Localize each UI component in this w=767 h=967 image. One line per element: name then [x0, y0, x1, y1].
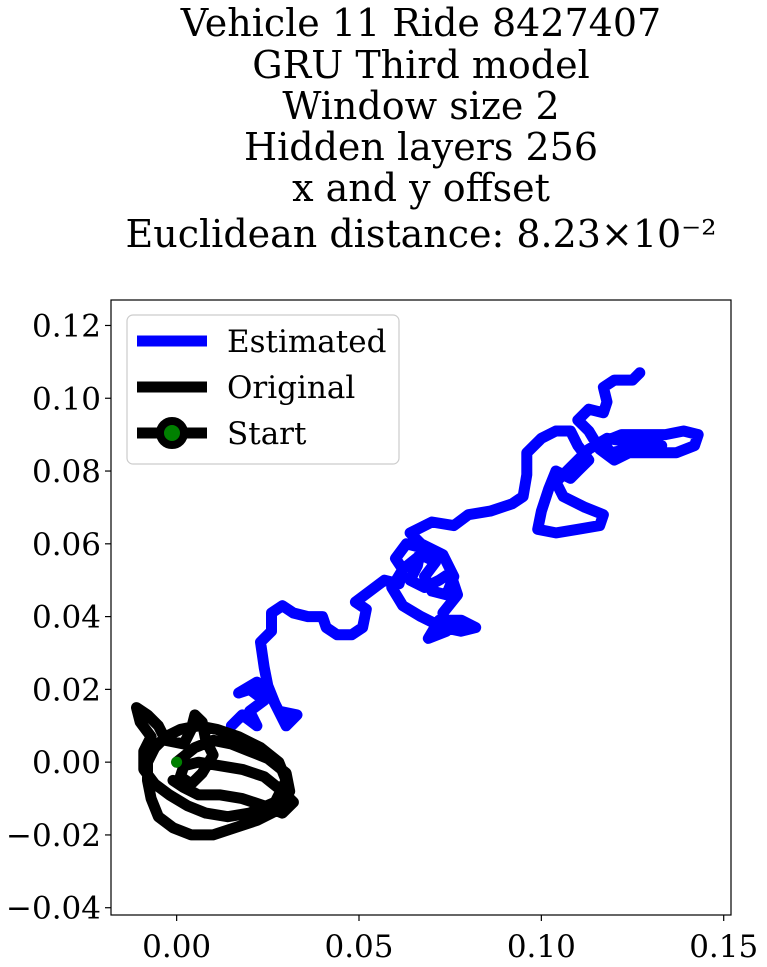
- x-tick-label: 0.10: [507, 929, 576, 962]
- y-tick-label: 0.12: [32, 308, 101, 344]
- title-line-4: Hidden layers 256: [244, 125, 598, 169]
- title-line-3: Window size 2: [282, 84, 559, 128]
- y-tick-label: 0.00: [32, 745, 101, 781]
- title-line-1: Vehicle 11 Ride 8427407: [180, 1, 661, 45]
- y-tick-label: −0.04: [6, 891, 101, 927]
- title-line-5: x and y offset: [292, 166, 550, 210]
- y-axis: −0.04 −0.02 0.00 0.02 0.04 0.06 0.08 0.10 0.12: [6, 308, 111, 927]
- y-tick-label: 0.02: [32, 672, 101, 708]
- title-line-2: GRU Third model: [252, 43, 590, 87]
- legend-box: [126, 314, 400, 465]
- title-line-6: Euclidean distance: 8.23×10⁻²: [126, 212, 717, 256]
- start-point-marker: [171, 756, 183, 768]
- x-tick-label: 0.15: [689, 929, 758, 962]
- legend: Estimated Original Start: [126, 314, 400, 465]
- series-layer: [131, 367, 704, 841]
- legend-label-estimated: Estimated: [227, 324, 386, 360]
- y-tick-label: 0.10: [32, 381, 101, 417]
- chart-title: Vehicle 11 Ride 8427407 GRU Third model …: [126, 1, 717, 256]
- y-tick-label: 0.08: [32, 454, 101, 490]
- legend-label-start: Start: [227, 416, 307, 452]
- x-tick-label: 0.05: [324, 929, 393, 962]
- y-tick-label: −0.02: [6, 818, 101, 854]
- legend-label-original: Original: [227, 370, 355, 406]
- series-line-estimated: [225, 367, 704, 732]
- x-axis: 0.00 0.05 0.10 0.15: [142, 915, 758, 965]
- legend-marker-start: [156, 417, 188, 449]
- series-line-original: [131, 702, 299, 841]
- y-tick-label: 0.04: [32, 600, 101, 636]
- x-tick-label: 0.00: [142, 929, 211, 962]
- y-tick-label: 0.06: [32, 527, 101, 563]
